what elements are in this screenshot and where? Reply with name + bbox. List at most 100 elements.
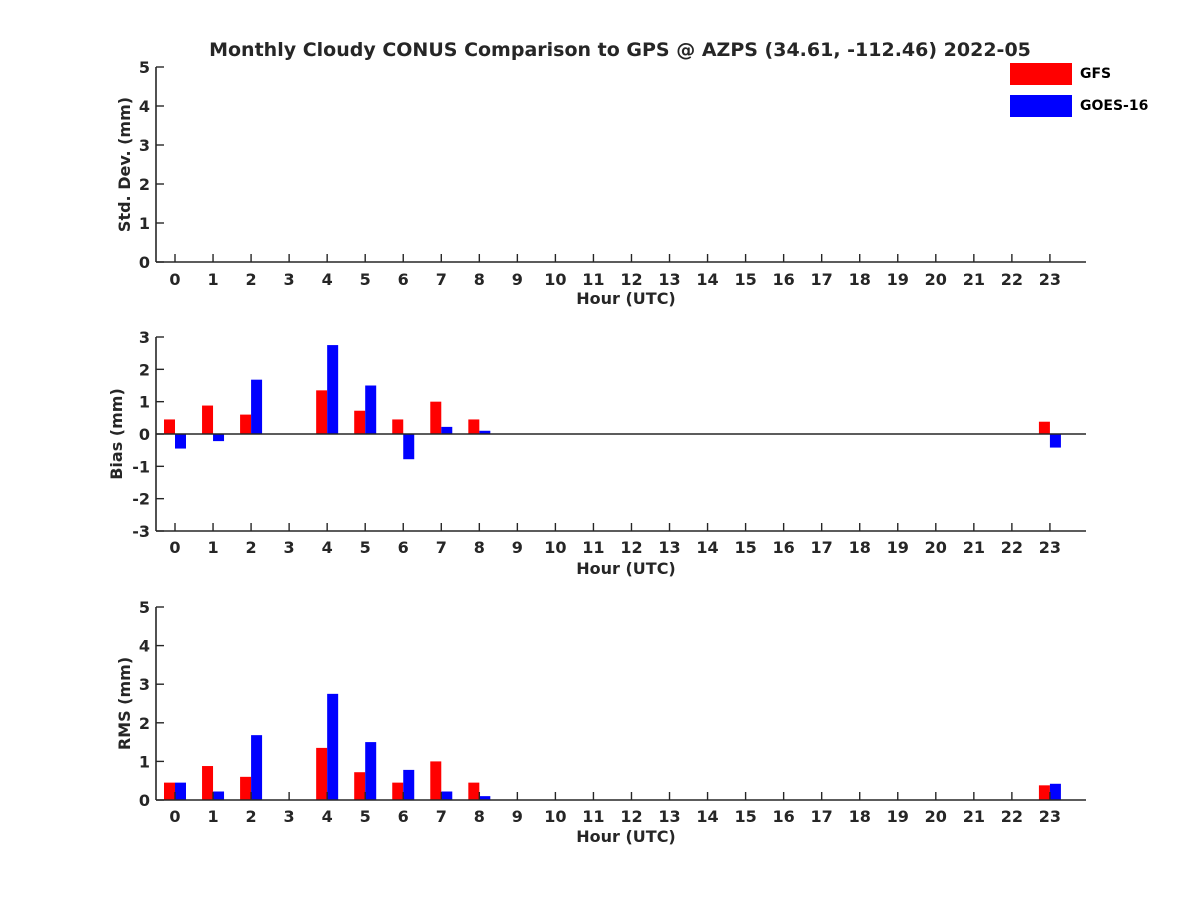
y-tick-label: 2 (139, 714, 150, 733)
x-tick-label: 21 (963, 538, 985, 557)
x-tick-label: 16 (773, 807, 795, 826)
bar-gfs-hour-2 (240, 776, 252, 800)
x-tick-label: 7 (436, 807, 447, 826)
bar-gfs-hour-4 (316, 390, 328, 434)
x-tick-label: 4 (322, 807, 333, 826)
y-tick-label: 1 (139, 214, 150, 233)
bar-gfs-hour-23 (1038, 785, 1050, 800)
x-tick-label: 15 (734, 270, 756, 289)
x-tick-label: 19 (887, 270, 909, 289)
legend-label-goes-16: GOES-16 (1080, 98, 1149, 114)
x-tick-label: 8 (474, 538, 485, 557)
bar-gfs-hour-7 (430, 761, 442, 800)
x-tick-label: 22 (1001, 270, 1023, 289)
bar-goes-16-hour-5 (365, 385, 377, 434)
bar-gfs-hour-6 (392, 419, 404, 434)
x-tick-label: 16 (773, 538, 795, 557)
y-tick-label: -1 (132, 457, 150, 476)
bar-goes-16-hour-4 (327, 345, 339, 434)
legend-swatch-gfs (1010, 63, 1072, 85)
bar-gfs-hour-5 (354, 772, 366, 800)
x-tick-label: 7 (436, 538, 447, 557)
y-tick-label: -2 (132, 490, 150, 509)
x-tick-label: 1 (207, 807, 218, 826)
x-tick-label: 22 (1001, 538, 1023, 557)
x-tick-label: 1 (207, 538, 218, 557)
x-tick-label: 19 (887, 538, 909, 557)
x-tick-label: 1 (207, 270, 218, 289)
bar-goes-16-hour-8 (479, 430, 491, 434)
x-tick-label: 12 (620, 538, 642, 557)
x-tick-label: 10 (544, 807, 566, 826)
x-tick-label: 6 (398, 270, 409, 289)
legend-entry-goes-16: GOES-16 (1010, 94, 1148, 118)
x-tick-label: 13 (658, 538, 680, 557)
y-tick-label: 2 (139, 175, 150, 194)
y-tick-label: 3 (139, 328, 150, 347)
x-tick-label: 11 (582, 538, 604, 557)
y-axis-label: Bias (mm) (107, 388, 126, 480)
x-tick-label: 8 (474, 807, 485, 826)
x-tick-label: 9 (512, 807, 523, 826)
bar-gfs-hour-6 (392, 782, 404, 800)
figure-title: Monthly Cloudy CONUS Comparison to GPS @… (209, 39, 1031, 61)
y-axis-label: Std. Dev. (mm) (115, 97, 134, 232)
x-tick-label: 19 (887, 807, 909, 826)
bar-gfs-hour-4 (316, 747, 328, 800)
y-tick-label: 4 (139, 637, 150, 656)
x-tick-label: 8 (474, 270, 485, 289)
x-tick-label: 15 (734, 538, 756, 557)
x-tick-label: 2 (246, 538, 257, 557)
x-tick-label: 12 (620, 807, 642, 826)
bar-gfs-hour-1 (202, 766, 214, 800)
x-tick-label: 21 (963, 270, 985, 289)
x-tick-label: 10 (544, 270, 566, 289)
x-tick-label: 12 (620, 270, 642, 289)
x-tick-label: 20 (925, 270, 947, 289)
x-tick-label: 5 (360, 807, 371, 826)
x-tick-label: 5 (360, 538, 371, 557)
x-tick-label: 17 (811, 270, 833, 289)
x-tick-label: 18 (849, 538, 871, 557)
bar-gfs-hour-23 (1038, 421, 1050, 434)
x-tick-label: 18 (849, 807, 871, 826)
x-tick-label: 3 (284, 270, 295, 289)
x-tick-label: 4 (322, 538, 333, 557)
x-tick-label: 20 (925, 538, 947, 557)
legend: GFS GOES-16 (1010, 60, 1170, 120)
bar-goes-16-hour-7 (441, 791, 453, 800)
x-tick-label: 23 (1039, 538, 1061, 557)
x-tick-label: 7 (436, 270, 447, 289)
x-tick-label: 6 (398, 538, 409, 557)
x-tick-label: 18 (849, 270, 871, 289)
x-tick-label: 10 (544, 538, 566, 557)
x-tick-label: 0 (169, 538, 180, 557)
y-tick-label: 4 (139, 97, 150, 116)
y-tick-label: -3 (132, 522, 150, 541)
bar-gfs-hour-8 (468, 419, 480, 434)
x-tick-label: 11 (582, 807, 604, 826)
x-tick-label: 14 (696, 270, 718, 289)
x-tick-label: 11 (582, 270, 604, 289)
y-tick-label: 1 (139, 393, 150, 412)
y-tick-label: 2 (139, 360, 150, 379)
x-tick-label: 5 (360, 270, 371, 289)
bar-gfs-hour-5 (354, 410, 366, 434)
x-tick-label: 2 (246, 270, 257, 289)
y-tick-label: 3 (139, 675, 150, 694)
x-tick-label: 3 (284, 538, 295, 557)
bar-goes-16-hour-23 (1049, 783, 1061, 800)
bar-gfs-hour-0 (164, 419, 175, 434)
x-tick-label: 20 (925, 807, 947, 826)
x-tick-label: 22 (1001, 807, 1023, 826)
x-tick-label: 14 (696, 538, 718, 557)
x-tick-label: 9 (512, 270, 523, 289)
x-tick-label: 13 (658, 270, 680, 289)
legend-entry-gfs: GFS (1010, 62, 1111, 86)
x-tick-label: 16 (773, 270, 795, 289)
x-axis-label: Hour (UTC) (576, 559, 676, 578)
bar-goes-16-hour-23 (1049, 434, 1061, 448)
